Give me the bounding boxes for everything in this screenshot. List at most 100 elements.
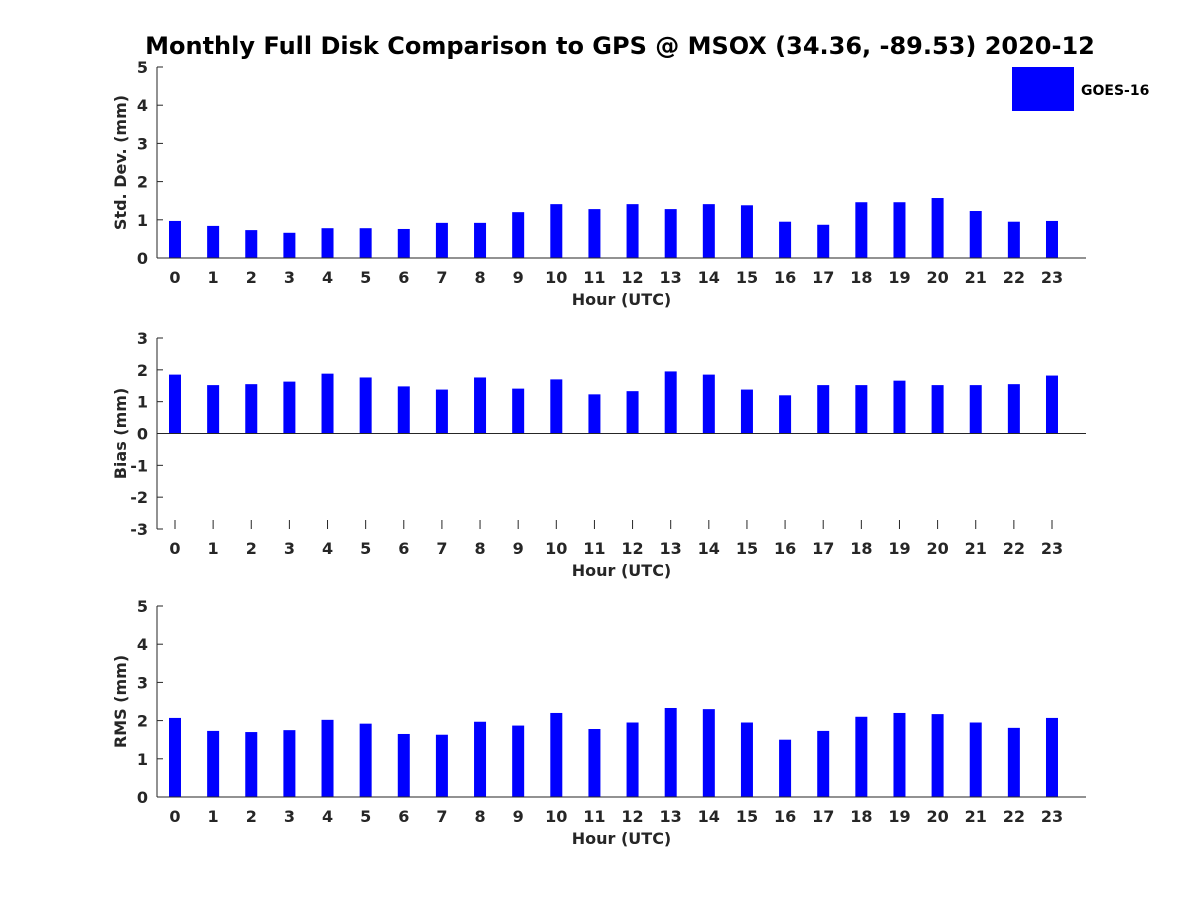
bias-bar-13 [664, 371, 677, 434]
std-bar-0 [169, 220, 181, 258]
bias-x-tick-label: 4 [322, 539, 333, 558]
rms-bar-5 [359, 723, 372, 797]
chart-title: Monthly Full Disk Comparison to GPS @ MS… [145, 32, 1095, 60]
std-y-tick-label: 4 [137, 96, 148, 115]
rms-bar-4 [321, 719, 334, 797]
bias-bar-21 [969, 385, 982, 434]
bias-x-tick-label: 8 [474, 539, 485, 558]
std-x-tick-label: 4 [322, 268, 333, 287]
rms-bar-20 [931, 714, 944, 797]
std-x-tick-label: 16 [774, 268, 796, 287]
rms-x-tick-label: 15 [736, 807, 758, 826]
std-x-tick-label: 7 [436, 268, 447, 287]
bias-x-tick-label: 17 [812, 539, 834, 558]
bias-bar-4 [321, 373, 334, 434]
std-y-axis-label: Std. Dev. (mm) [111, 95, 130, 230]
rms-x-tick-label: 12 [621, 807, 643, 826]
rms-bar-15 [740, 722, 753, 797]
std-bar-17 [817, 224, 830, 258]
bias-bar-23 [1045, 375, 1058, 434]
rms-y-tick-label: 2 [137, 712, 148, 731]
rms-x-tick-label: 20 [926, 807, 948, 826]
std-bar-16 [779, 221, 792, 258]
std-x-tick-label: 15 [736, 268, 758, 287]
std-x-tick-label: 9 [513, 268, 524, 287]
std-bar-9 [512, 212, 525, 258]
std-bar-1 [207, 225, 220, 258]
bias-x-tick-label: 6 [398, 539, 409, 558]
bias-x-tick-label: 13 [660, 539, 682, 558]
rms-x-tick-label: 9 [513, 807, 524, 826]
bias-y-tick-label: 2 [137, 361, 148, 380]
rms-x-tick-label: 4 [322, 807, 333, 826]
std-bar-15 [740, 205, 753, 258]
rms-x-tick-label: 14 [698, 807, 720, 826]
rms-x-tick-label: 7 [436, 807, 447, 826]
bias-x-tick-label: 3 [284, 539, 295, 558]
std-bar-21 [969, 211, 982, 258]
bias-x-tick-label: 15 [736, 539, 758, 558]
rms-bar-16 [779, 739, 792, 797]
std-x-tick-label: 10 [545, 268, 567, 287]
std-x-tick-label: 22 [1003, 268, 1025, 287]
bias-y-tick-label: 3 [137, 329, 148, 348]
bias-bar-15 [740, 389, 753, 434]
bias-x-tick-label: 1 [208, 539, 219, 558]
std-bar-13 [664, 209, 677, 258]
bias-y-tick-label: -3 [130, 520, 148, 539]
rms-bar-0 [169, 717, 181, 797]
bias-bar-22 [1007, 384, 1020, 434]
rms-bar-2 [245, 732, 258, 797]
std-bar-20 [931, 198, 944, 258]
std-x-tick-label: 18 [850, 268, 872, 287]
rms-y-tick-label: 0 [137, 788, 148, 807]
rms-x-tick-label: 16 [774, 807, 796, 826]
std-y-tick-label: 3 [137, 134, 148, 153]
bias-y-axis-label: Bias (mm) [111, 388, 130, 480]
bias-bar-6 [397, 386, 410, 434]
bias-bar-10 [550, 379, 563, 434]
rms-bar-3 [283, 730, 296, 797]
rms-bar-17 [817, 730, 830, 797]
std-bar-18 [855, 202, 868, 258]
std-x-tick-label: 19 [888, 268, 910, 287]
rms-bar-21 [969, 722, 982, 797]
rms-x-tick-label: 21 [965, 807, 987, 826]
bias-bar-14 [702, 374, 715, 434]
std-bar-2 [245, 230, 258, 258]
rms-x-tick-label: 19 [888, 807, 910, 826]
rms-bar-23 [1045, 717, 1058, 797]
bias-bar-20 [931, 385, 944, 434]
bias-x-tick-label: 22 [1003, 539, 1025, 558]
rms-x-tick-label: 2 [246, 807, 257, 826]
bias-y-tick-label: 1 [137, 393, 148, 412]
rms-bar-18 [855, 716, 868, 797]
std-y-tick-label: 5 [137, 58, 148, 77]
rms-bar-8 [474, 721, 487, 797]
rms-bar-14 [702, 709, 715, 797]
rms-bar-12 [626, 722, 639, 797]
rms-y-tick-label: 5 [137, 597, 148, 616]
std-x-tick-label: 17 [812, 268, 834, 287]
std-x-axis-label: Hour (UTC) [572, 290, 672, 309]
std-y-tick-label: 1 [137, 211, 148, 230]
std-x-tick-label: 5 [360, 268, 371, 287]
bias-x-axis-label: Hour (UTC) [572, 561, 672, 580]
bias-bar-5 [359, 377, 372, 434]
rms-x-tick-label: 13 [660, 807, 682, 826]
legend: GOES-16 [1012, 67, 1149, 111]
rms-bar-19 [893, 712, 906, 797]
bias-bar-7 [435, 389, 448, 434]
rms-y-tick-label: 1 [137, 750, 148, 769]
std-bar-4 [321, 228, 334, 258]
bias-x-tick-label: 10 [545, 539, 567, 558]
rms-x-tick-label: 23 [1041, 807, 1063, 826]
bias-x-tick-label: 18 [850, 539, 872, 558]
bias-bar-0 [169, 374, 181, 434]
rms-bar-22 [1007, 727, 1020, 797]
std-x-tick-label: 13 [660, 268, 682, 287]
std-x-tick-label: 0 [169, 268, 180, 287]
std-x-tick-label: 20 [926, 268, 948, 287]
